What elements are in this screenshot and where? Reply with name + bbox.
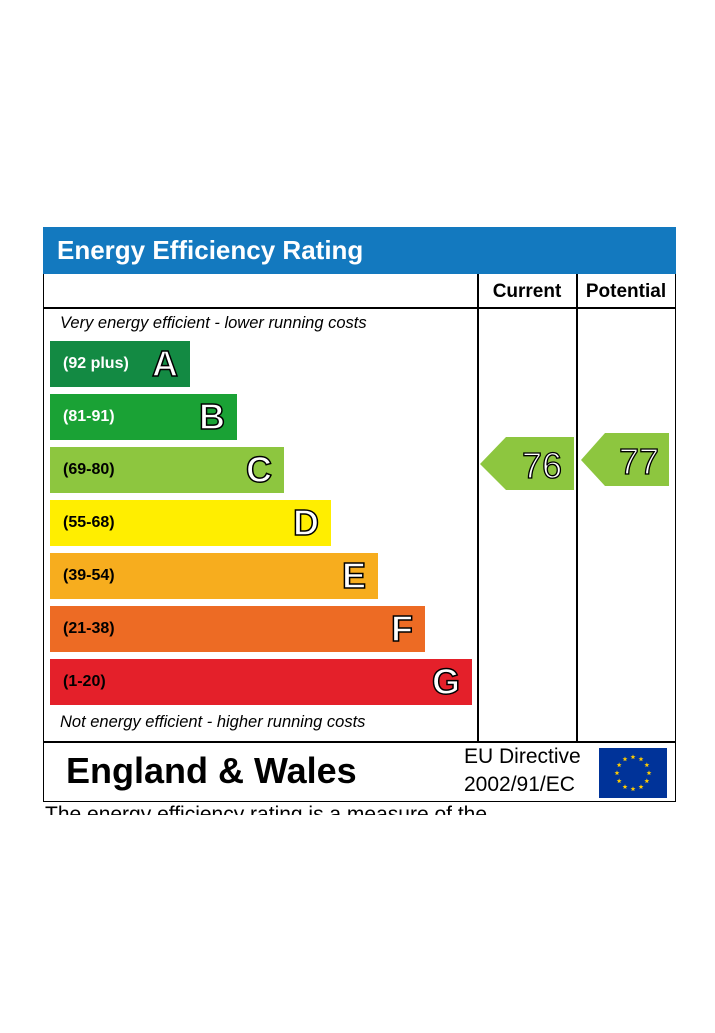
band-e: (39-54) E [50,553,378,599]
band-letter: F [390,607,414,650]
band-range-label: (69-80) [63,461,115,478]
band-letter: B [198,395,226,438]
column-header-current: Current [492,281,562,302]
directive-line-1: EU Directive [464,745,581,768]
chart-title: Energy Efficiency Rating [43,227,676,274]
band-g: (1-20) G [50,659,472,705]
band-letter: E [341,554,367,597]
band-range-label: (39-54) [63,567,115,584]
directive-line-2: 2002/91/EC [464,773,575,796]
current-arrow-shape [480,437,574,490]
region-label: England & Wales [66,750,357,791]
band-f: (21-38) F [50,606,425,652]
eu-star [614,770,620,776]
potential-column-divider [576,274,578,742]
band-letter: A [151,342,179,385]
band-a: (92 plus) A [50,341,190,387]
current-column-divider [477,274,479,742]
band-range-label: (1-20) [63,673,106,690]
band-letter: C [245,448,273,491]
eu-star [638,784,644,789]
band-c: (69-80) C [50,447,284,493]
eu-star [616,778,622,784]
footer-divider [43,741,676,743]
current-rating-arrow: 76 [480,437,574,490]
potential-arrow-shape [581,433,669,486]
eu-star [622,756,628,762]
current-value: 76 [522,445,562,486]
eu-star [644,762,650,768]
eu-star [638,756,644,762]
top-note: Very energy efficient - lower running co… [60,314,367,332]
band-b: (81-91) B [50,394,237,440]
band-range-label: (81-91) [63,408,115,425]
cutoff-caption-text: The energy efficiency rating is a measur… [45,803,488,815]
band-d: (55-68) D [50,500,331,546]
column-header-potential: Potential [585,281,667,302]
bottom-note: Not energy efficient - higher running co… [60,713,366,731]
eu-star [616,762,622,768]
eu-flag-icon [599,748,667,798]
potential-rating-arrow: 77 [581,433,669,486]
band-range-label: (21-38) [63,620,115,637]
band-letter: G [431,660,461,703]
cutoff-caption: The energy efficiency rating is a measur… [43,801,676,815]
band-range-label: (55-68) [63,514,115,531]
header-row-divider [43,307,676,309]
eu-star [646,770,652,776]
eu-star [630,754,636,760]
band-range-label: (92 plus) [63,355,129,372]
rating-table [43,274,676,802]
band-letter: D [292,501,320,544]
potential-value: 77 [619,441,659,482]
eu-star [622,784,628,789]
eu-star [630,786,636,792]
eu-star [644,778,650,784]
